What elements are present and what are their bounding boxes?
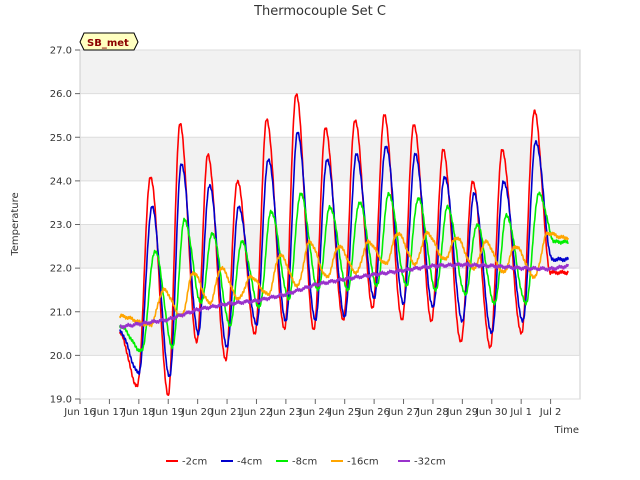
x-tick-label: Jun 16 [63,407,96,418]
chart-title: Thermocouple Set C [253,4,386,19]
series-line-16cm [118,230,569,328]
series-line-32cm [119,261,569,330]
legend-label: -32cm [414,457,446,468]
plot-band [80,355,580,399]
x-tick-label: Jun 28 [416,407,449,418]
y-axis-title: Temperature [10,192,21,256]
x-tick-label: Jun 29 [446,407,479,418]
series-line-4cm [119,131,569,378]
site-badge: SB_met [79,32,139,51]
plot-band [80,50,580,94]
x-tick-label: Jun 19 [151,407,184,418]
x-axis-title: Time [554,425,579,436]
y-tick-label: 19.0 [50,395,72,406]
x-tick-label: Jun 26 [357,407,390,418]
y-tick-label: 27.0 [50,46,72,57]
x-tick-label: Jul 1 [509,407,532,418]
series-line-2cm [118,93,569,397]
legend-label: -8cm [292,457,317,468]
legend-label: -16cm [347,457,379,468]
y-tick-label: 22.0 [50,264,72,275]
y-tick-label: 21.0 [50,307,72,318]
x-tick-label: Jun 24 [299,407,332,418]
x-tick-label: Jun 27 [387,407,420,418]
y-tick-label: 26.0 [50,89,72,100]
site-badge-label: SB_met [87,38,129,49]
legend-label: -4cm [237,457,262,468]
series-lines [118,93,569,397]
site-badge-box [79,32,139,51]
y-tick-label: 25.0 [50,133,72,144]
x-tick-label: Jun 18 [122,407,155,418]
x-tick-label: Jun 25 [328,407,361,418]
x-tick-label: Jun 23 [269,407,302,418]
x-tick-label: Jun 22 [240,407,273,418]
legend: -2cm -4cm -8cm -16cm -32cm [166,457,446,468]
legend-label: -2cm [182,457,207,468]
plot-band [80,224,580,269]
x-tick-label: Jun 21 [210,407,243,418]
x-tick-label: Jun 30 [475,407,508,418]
plot-band [80,311,580,356]
plot-band [80,93,580,138]
y-axis: 19.0 20.0 21.0 22.0 23.0 24.0 25.0 26.0 27.0 [50,46,80,406]
y-tick-label: 20.0 [50,351,72,362]
x-tick-label: Jul 2 [539,407,562,418]
x-tick-label: Jun 20 [181,407,214,418]
y-tick-label: 23.0 [50,220,72,231]
y-tick-label: 24.0 [50,176,72,187]
x-tick-label: Jun 17 [93,407,126,418]
